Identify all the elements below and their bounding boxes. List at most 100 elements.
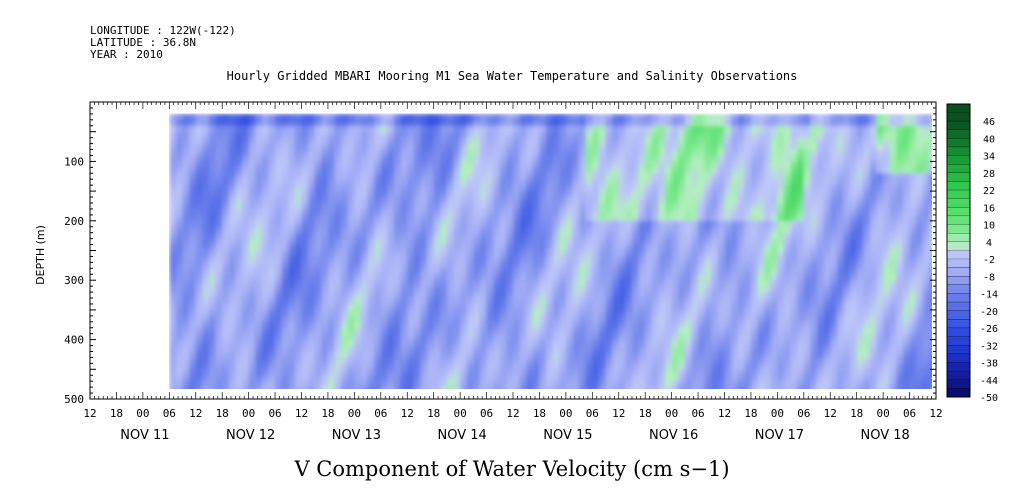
colorbar-segment: [947, 207, 970, 217]
x-axis-label: V Component of Water Velocity (cm s−1): [293, 457, 729, 481]
colorbar-segment: [947, 284, 970, 294]
colorbar-segment: [947, 345, 970, 355]
x-day-label: NOV 18: [860, 428, 909, 443]
x-hour-tick-label: 06: [797, 407, 810, 420]
colorbar-segment: [947, 250, 970, 260]
colorbar-segment: [947, 302, 970, 312]
heatmap-field: [169, 113, 932, 389]
x-hour-tick-label: 18: [321, 407, 334, 420]
colorbar-segment: [947, 267, 970, 277]
x-hour-tick-label: 06: [586, 407, 599, 420]
x-hour-tick-label: 12: [718, 407, 731, 420]
x-hour-tick-label: 06: [903, 407, 916, 420]
colorbar-label: 22: [983, 186, 995, 197]
colorbar-label: 28: [983, 169, 995, 180]
x-hour-tick-label: 06: [691, 407, 704, 420]
x-hour-tick-label: 00: [348, 407, 361, 420]
colorbar-segment: [947, 129, 970, 139]
x-hour-tick-label: 00: [136, 407, 149, 420]
x-hour-tick-label: 12: [929, 407, 942, 420]
x-day-label: NOV 15: [543, 428, 592, 443]
y-tick-label: 400: [64, 334, 84, 347]
y-tick-label: 100: [64, 155, 84, 168]
colorbar-segment: [947, 233, 970, 243]
colorbar-segment: [947, 172, 970, 182]
colorbar-label: -14: [980, 290, 998, 301]
colorbar-label: 16: [983, 203, 995, 214]
x-day-label: NOV 14: [437, 428, 486, 443]
header-year: YEAR : 2010: [90, 48, 163, 61]
colorbar-segment: [947, 310, 970, 320]
y-tick-label: 300: [64, 274, 84, 287]
x-hour-tick-label: 12: [612, 407, 625, 420]
y-tick-label: 500: [64, 393, 84, 406]
colorbar-segment: [947, 198, 970, 208]
x-hour-tick-label: 18: [639, 407, 652, 420]
x-hour-tick-label: 12: [824, 407, 837, 420]
colorbar-segment: [947, 241, 970, 251]
colorbar-label: -20: [980, 307, 998, 318]
colorbar-segment: [947, 276, 970, 286]
colorbar-segment: [947, 353, 970, 363]
x-hour-tick-label: 00: [454, 407, 467, 420]
colorbar-segment: [947, 138, 970, 148]
header-latitude: LATITUDE : 36.8N: [90, 36, 196, 49]
x-hour-tick-label: 18: [110, 407, 123, 420]
y-tick-label: 200: [64, 215, 84, 228]
colorbar-segment: [947, 362, 970, 372]
x-hour-tick-label: 06: [480, 407, 493, 420]
colorbar-segment: [947, 112, 970, 122]
x-hour-tick-label: 06: [374, 407, 387, 420]
colorbar-segment: [947, 388, 970, 398]
x-hour-tick-label: 12: [401, 407, 414, 420]
colorbar-label: 46: [983, 117, 995, 128]
x-hour-tick-label: 00: [665, 407, 678, 420]
x-hour-tick-label: 18: [533, 407, 546, 420]
x-hour-tick-label: 06: [268, 407, 281, 420]
x-hour-tick-label: 00: [771, 407, 784, 420]
colorbar-segment: [947, 319, 970, 329]
colorbar-label: -2: [983, 255, 995, 266]
x-hour-tick-label: 18: [427, 407, 440, 420]
x-hour-tick-label: 00: [559, 407, 572, 420]
colorbar-label: -32: [980, 341, 998, 352]
colorbar-label: 10: [983, 221, 995, 232]
colorbar-segment: [947, 155, 970, 165]
x-hour-tick-label: 00: [877, 407, 890, 420]
colorbar-segment: [947, 379, 970, 389]
x-hour-tick-label: 12: [83, 407, 96, 420]
colorbar-segment: [947, 328, 970, 337]
x-hour-tick-label: 06: [163, 407, 176, 420]
colorbar: [946, 103, 971, 398]
colorbar-label: 40: [983, 134, 995, 145]
colorbar-label: 34: [983, 152, 995, 163]
x-day-label: NOV 11: [120, 428, 169, 443]
colorbar-segment: [947, 259, 970, 269]
colorbar-segment: [947, 224, 970, 234]
x-hour-tick-label: 12: [295, 407, 308, 420]
colorbar-segment: [947, 121, 970, 131]
colorbar-label: -8: [983, 272, 995, 283]
colorbar-segment: [947, 181, 970, 191]
colorbar-segment: [947, 147, 970, 157]
x-day-label: NOV 13: [332, 428, 381, 443]
chart-title: Hourly Gridded MBARI Mooring M1 Sea Wate…: [227, 69, 798, 83]
colorbar-label: -50: [980, 393, 998, 404]
x-hour-tick-label: 18: [850, 407, 863, 420]
colorbar-segment: [947, 336, 970, 346]
colorbar-segment: [947, 190, 970, 200]
x-hour-tick-label: 00: [242, 407, 255, 420]
x-day-label: NOV 16: [649, 428, 698, 443]
y-axis-label: DEPTH (m): [34, 225, 47, 285]
colorbar-segment: [947, 293, 970, 303]
x-hour-tick-label: 12: [189, 407, 202, 420]
x-day-label: NOV 12: [226, 428, 275, 443]
colorbar-segment: [947, 164, 970, 174]
colorbar-label: -26: [980, 324, 998, 335]
x-hour-tick-label: 18: [744, 407, 757, 420]
x-day-label: NOV 17: [755, 428, 804, 443]
header-longitude: LONGITUDE : 122W(-122): [90, 24, 236, 37]
x-hour-tick-label: 12: [506, 407, 519, 420]
colorbar-segment: [947, 216, 970, 225]
